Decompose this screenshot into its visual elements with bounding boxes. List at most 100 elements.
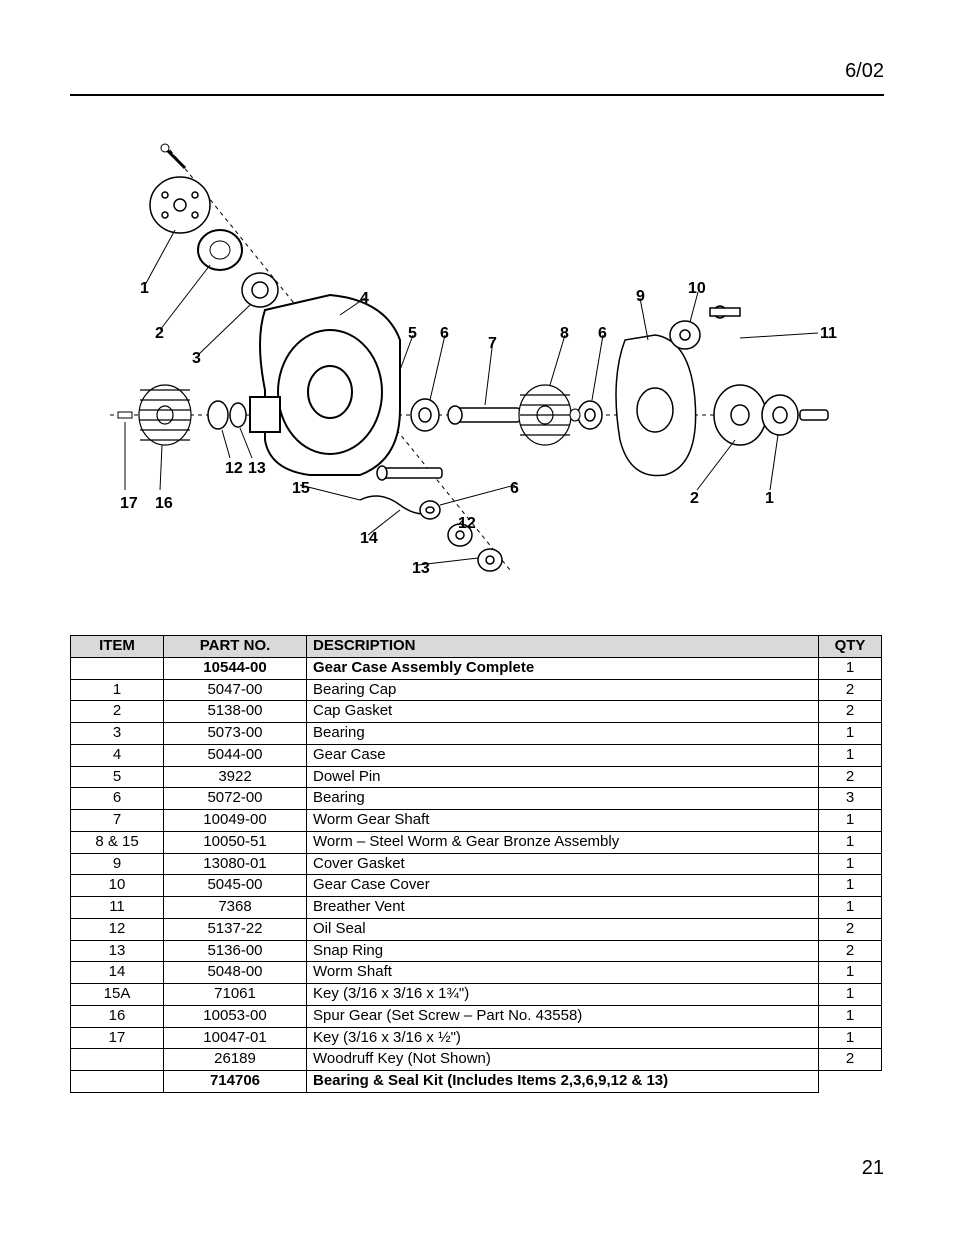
col-header-desc: DESCRIPTION: [307, 636, 819, 658]
cell-part: 5045-00: [164, 875, 307, 897]
cell-desc: Gear Case Cover: [307, 875, 819, 897]
diagram-callout: 7: [488, 335, 497, 353]
cell-item: 9: [71, 853, 164, 875]
cell-desc: Key (3/16 x 3/16 x ½"): [307, 1027, 819, 1049]
table-row: 53922Dowel Pin2: [71, 766, 882, 788]
table-row: 105045-00Gear Case Cover1: [71, 875, 882, 897]
table-row: 8 & 1510050-51Worm – Steel Worm & Gear B…: [71, 831, 882, 853]
exploded-diagram: 123456786910111213156121413211617: [100, 140, 840, 590]
table-row: 35073-00Bearing1: [71, 723, 882, 745]
cell-item: 7: [71, 810, 164, 832]
cell-part: 26189: [164, 1049, 307, 1071]
diagram-callout: 8: [560, 325, 569, 343]
diagram-callout: 1: [140, 280, 149, 298]
col-header-part: PART NO.: [164, 636, 307, 658]
cell-item: 2: [71, 701, 164, 723]
cell-qty: [819, 1071, 882, 1093]
col-header-item: ITEM: [71, 636, 164, 658]
diagram-callout: 1: [765, 490, 774, 508]
cell-part: 5072-00: [164, 788, 307, 810]
table-row: 45044-00Gear Case1: [71, 744, 882, 766]
cell-part: 10544-00: [164, 657, 307, 679]
cell-part: 7368: [164, 897, 307, 919]
cell-qty: 2: [819, 679, 882, 701]
page-number: 21: [862, 1157, 884, 1180]
table-row: 1710047-01Key (3/16 x 3/16 x ½")1: [71, 1027, 882, 1049]
cell-qty: 2: [819, 766, 882, 788]
cell-qty: 1: [819, 1005, 882, 1027]
diagram-callout: 2: [155, 325, 164, 343]
cell-qty: 2: [819, 918, 882, 940]
table-row: 26189Woodruff Key (Not Shown)2: [71, 1049, 882, 1071]
cell-qty: 1: [819, 1027, 882, 1049]
cell-part: 10050-51: [164, 831, 307, 853]
cell-item: 15A: [71, 984, 164, 1006]
cell-qty: 1: [819, 744, 882, 766]
diagram-callout: 16: [155, 495, 173, 513]
cell-part: 5073-00: [164, 723, 307, 745]
cell-desc: Woodruff Key (Not Shown): [307, 1049, 819, 1071]
cell-part: 13080-01: [164, 853, 307, 875]
cell-item: 6: [71, 788, 164, 810]
cell-qty: 1: [819, 831, 882, 853]
cell-item: 8 & 15: [71, 831, 164, 853]
diagram-callout: 13: [248, 460, 266, 478]
cell-desc: Cap Gasket: [307, 701, 819, 723]
diagram-callout: 17: [120, 495, 138, 513]
cell-item: 17: [71, 1027, 164, 1049]
cell-part: 5136-00: [164, 940, 307, 962]
table-row: 10544-00Gear Case Assembly Complete1: [71, 657, 882, 679]
cell-desc: Snap Ring: [307, 940, 819, 962]
cell-part: 10053-00: [164, 1005, 307, 1027]
table-row: 65072-00Bearing3: [71, 788, 882, 810]
table-row: 135136-00Snap Ring2: [71, 940, 882, 962]
cell-desc: Oil Seal: [307, 918, 819, 940]
date-stamp: 6/02: [845, 60, 884, 83]
diagram-callout: 6: [440, 325, 449, 343]
cell-qty: 2: [819, 1049, 882, 1071]
diagram-callout: 2: [690, 490, 699, 508]
cell-desc: Dowel Pin: [307, 766, 819, 788]
table-header-row: ITEM PART NO. DESCRIPTION QTY: [71, 636, 882, 658]
diagram-callout: 10: [688, 280, 706, 298]
cell-qty: 2: [819, 940, 882, 962]
cell-qty: 1: [819, 875, 882, 897]
cell-desc: Bearing: [307, 723, 819, 745]
table-row: 125137-22Oil Seal2: [71, 918, 882, 940]
cell-qty: 1: [819, 984, 882, 1006]
cell-part: 5138-00: [164, 701, 307, 723]
cell-desc: Spur Gear (Set Screw – Part No. 43558): [307, 1005, 819, 1027]
cell-desc: Worm – Steel Worm & Gear Bronze Assembly: [307, 831, 819, 853]
diagram-callout: 12: [458, 515, 476, 533]
cell-part: 10049-00: [164, 810, 307, 832]
table-row: 117368Breather Vent1: [71, 897, 882, 919]
diagram-callout: 3: [192, 350, 201, 368]
cell-item: 10: [71, 875, 164, 897]
cell-desc: Worm Gear Shaft: [307, 810, 819, 832]
cell-item: 5: [71, 766, 164, 788]
diagram-callout: 15: [292, 480, 310, 498]
cell-desc: Worm Shaft: [307, 962, 819, 984]
cell-desc: Cover Gasket: [307, 853, 819, 875]
diagram-callout: 4: [360, 290, 369, 308]
cell-item: 3: [71, 723, 164, 745]
header-rule: [70, 94, 884, 96]
cell-item: 14: [71, 962, 164, 984]
diagram-callout: 9: [636, 288, 645, 306]
table-row: 714706Bearing & Seal Kit (Includes Items…: [71, 1071, 882, 1093]
cell-item: [71, 1049, 164, 1071]
cell-item: 4: [71, 744, 164, 766]
cell-part: 71061: [164, 984, 307, 1006]
cell-qty: 1: [819, 657, 882, 679]
cell-desc: Bearing Cap: [307, 679, 819, 701]
diagram-callout: 6: [510, 480, 519, 498]
cell-item: 1: [71, 679, 164, 701]
diagram-callout: 12: [225, 460, 243, 478]
cell-item: [71, 657, 164, 679]
diagram-callout: 14: [360, 530, 378, 548]
cell-desc: Bearing: [307, 788, 819, 810]
table-row: 15A71061Key (3/16 x 3/16 x 1¾")1: [71, 984, 882, 1006]
cell-qty: 2: [819, 701, 882, 723]
cell-part: 5048-00: [164, 962, 307, 984]
table-row: 15047-00Bearing Cap2: [71, 679, 882, 701]
